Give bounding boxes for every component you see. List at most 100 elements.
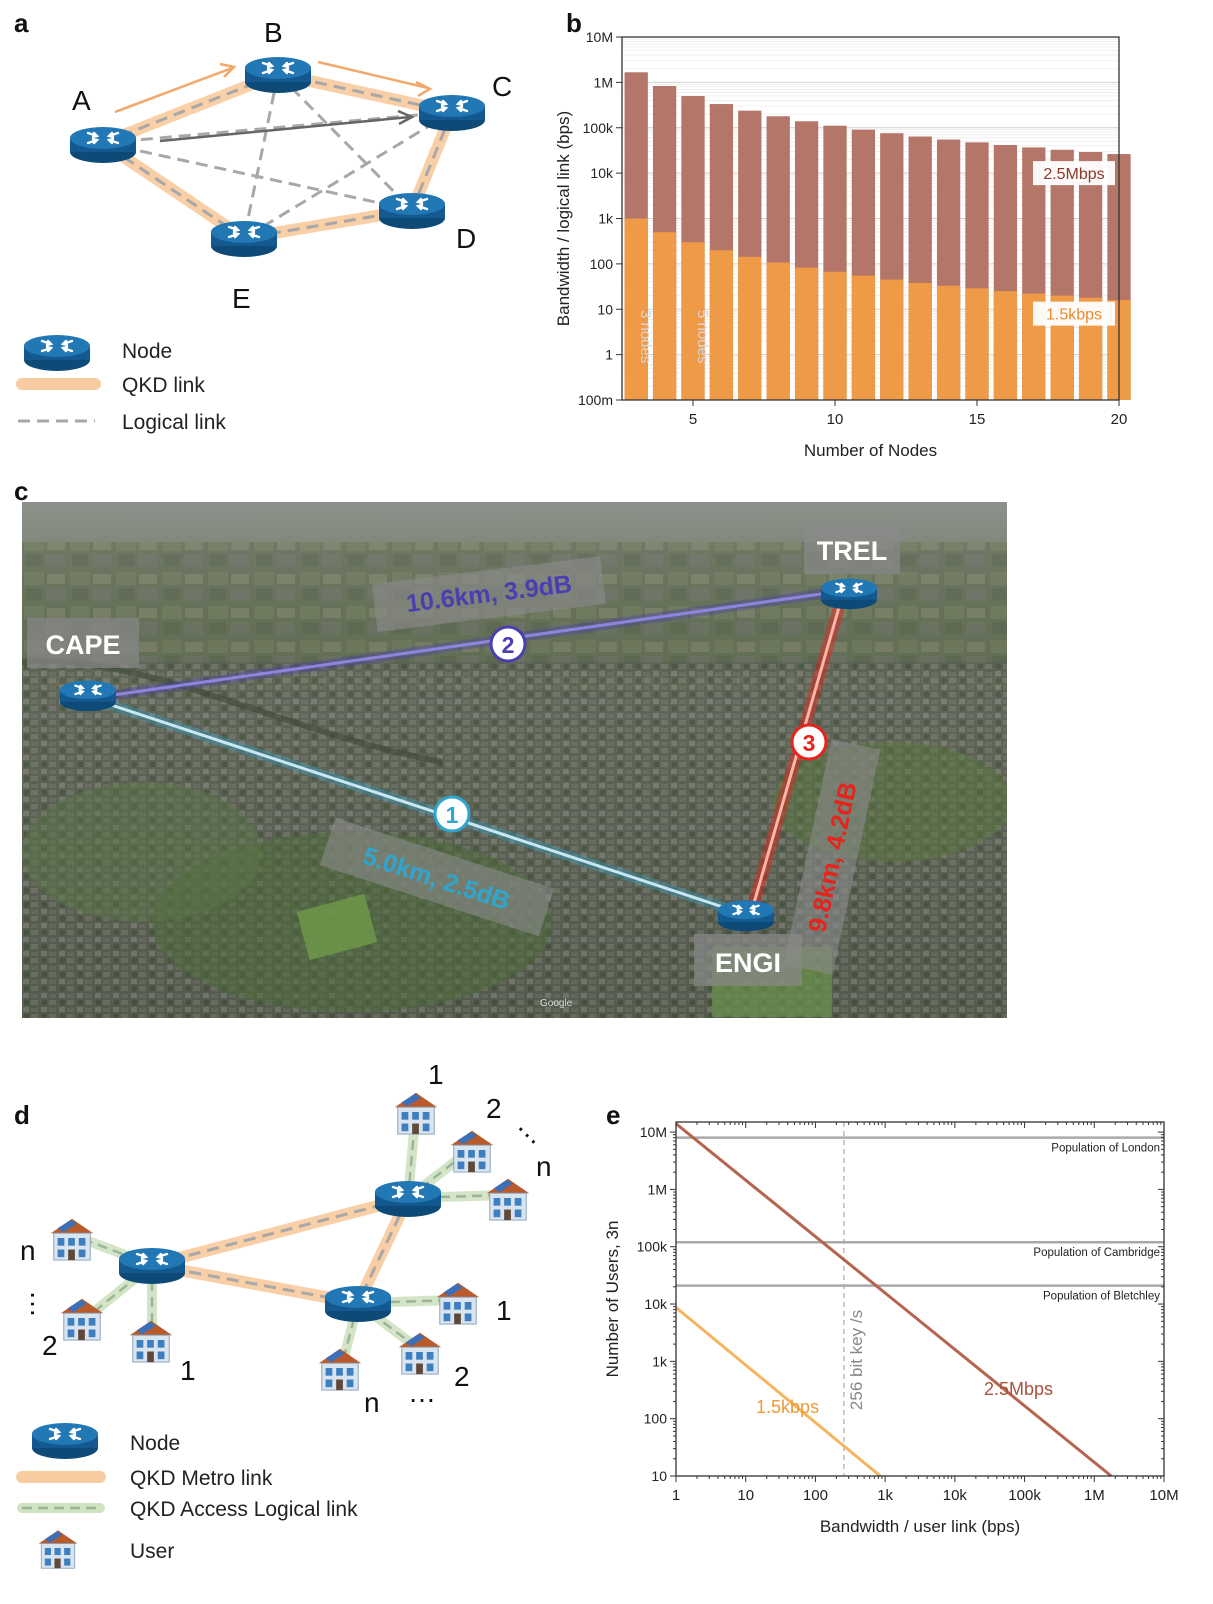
panel-label-d: d bbox=[14, 1100, 30, 1130]
plot-area bbox=[676, 1122, 1164, 1476]
node-label-c: C bbox=[492, 71, 512, 102]
user-label-2: 2 bbox=[42, 1330, 58, 1361]
router-icon-cape bbox=[58, 679, 118, 712]
router-icon bbox=[117, 1246, 187, 1285]
x-tick-label: 20 bbox=[1111, 411, 1128, 428]
user-label-dots: … bbox=[512, 1109, 554, 1151]
node-label-b: B bbox=[264, 17, 283, 48]
user-label-n: n bbox=[364, 1387, 380, 1418]
user-label-dots: … bbox=[408, 1377, 436, 1408]
router-icon-c bbox=[417, 93, 487, 132]
y-tick-label: 100k bbox=[637, 1239, 668, 1255]
bar-1.5kbps bbox=[936, 285, 961, 400]
aerial-map-c: 10.6km, 3.9dB 5.0km, 2.5dB 9.8km, 4.2dB … bbox=[22, 502, 1007, 1018]
y-tick-label: 1 bbox=[605, 347, 613, 363]
user-label-2: 2 bbox=[454, 1361, 470, 1392]
user-house-icon bbox=[50, 1218, 94, 1261]
link-3-badge bbox=[790, 723, 828, 761]
legend-qkd-link-text: QKD link bbox=[122, 374, 205, 397]
plot-frame bbox=[675, 1121, 1165, 1477]
bar-1.5kbps bbox=[681, 242, 705, 400]
user-label-1: 1 bbox=[428, 1059, 444, 1090]
router-icon-a bbox=[68, 125, 138, 164]
y-tick-label: 100m bbox=[578, 392, 613, 408]
router-icon-engi bbox=[716, 899, 776, 932]
legend-user-text: User bbox=[130, 1540, 174, 1563]
bar-annotation: 5 nodes bbox=[694, 310, 711, 363]
series-label-1.5kbps-bg bbox=[1033, 301, 1115, 326]
y-tick-label: 100k bbox=[583, 120, 614, 136]
bar-1.5kbps bbox=[823, 271, 847, 400]
node-label-d: D bbox=[456, 223, 476, 254]
node-label-e: E bbox=[232, 283, 251, 314]
router-icon bbox=[323, 1284, 393, 1323]
x-tick-label: 1 bbox=[672, 1487, 680, 1504]
y-axis-label: Number of Users, 3n bbox=[603, 1221, 622, 1378]
series-line-1.5kbps bbox=[675, 1306, 882, 1478]
user-label-dots: … bbox=[25, 1290, 56, 1318]
series-line-2.5mbps bbox=[675, 1122, 1113, 1478]
x-tick-label: 15 bbox=[969, 411, 986, 428]
population-label: Population of Bletchley bbox=[1043, 1291, 1160, 1303]
series-label-1.5kbps: 1.5kbps bbox=[756, 1397, 819, 1417]
bar-1.5kbps bbox=[965, 288, 989, 400]
x-tick-label: 1k bbox=[877, 1487, 893, 1504]
bar-annotation: 3 nodes bbox=[637, 310, 654, 363]
x-axis-label: Bandwidth / user link (bps) bbox=[820, 1517, 1020, 1536]
network-diagram-a: A B C D E Node QKD link Logical link bbox=[16, 17, 512, 434]
user-house-icon bbox=[318, 1348, 362, 1391]
node-label-engi: ENGI bbox=[715, 948, 781, 978]
bar-1.5kbps bbox=[851, 275, 876, 400]
link-1-number: 1 bbox=[446, 802, 459, 828]
bar-1.5kbps bbox=[766, 262, 790, 400]
user-label-n: n bbox=[536, 1151, 552, 1182]
bar-1.5kbps bbox=[993, 291, 1018, 400]
router-icon-b bbox=[243, 55, 313, 94]
y-tick-label: 100 bbox=[644, 1411, 668, 1427]
bar-1.5kbps bbox=[709, 250, 734, 400]
legend-router-icon bbox=[22, 333, 92, 372]
chart-e: Population of London Population of Cambri… bbox=[603, 1121, 1179, 1536]
legend-node-text: Node bbox=[122, 340, 172, 363]
router-icon bbox=[373, 1179, 443, 1218]
user-house-icon bbox=[129, 1320, 173, 1363]
network-diagram-d: n … 2 1 1 2 … n 1 2 … n Node QKD Metro l… bbox=[16, 1059, 554, 1569]
legend-node-text: Node bbox=[130, 1432, 180, 1455]
series-label-1.5kbps: 1.5kbps bbox=[1046, 307, 1102, 324]
user-label-2: 2 bbox=[486, 1093, 502, 1124]
google-watermark: Google bbox=[540, 998, 573, 1009]
user-house-icon bbox=[394, 1092, 438, 1135]
panel-label-a: a bbox=[14, 8, 29, 38]
x-tick-label: 100k bbox=[1008, 1487, 1041, 1504]
x-axis-label: Number of Nodes bbox=[804, 441, 937, 460]
link-2-number: 2 bbox=[502, 632, 515, 658]
router-icon-trel bbox=[819, 577, 879, 610]
y-tick-label: 10k bbox=[644, 1296, 668, 1312]
y-tick-label: 1M bbox=[648, 1181, 667, 1197]
user-house-icon bbox=[450, 1130, 494, 1173]
series-label-2.5mbps: 2.5Mbps bbox=[1043, 166, 1104, 183]
y-axis-label: Bandwidth / logical link (bps) bbox=[554, 111, 573, 326]
node-label-cape: CAPE bbox=[45, 630, 120, 660]
bar-1.5kbps bbox=[738, 256, 762, 400]
link-3-number: 3 bbox=[803, 730, 816, 756]
chart-b: 3 nodes 5 nodes 2.5Mbps 1.5kbps 100m 1 10 100 1k… bbox=[554, 29, 1131, 460]
x-tick-label: 10 bbox=[737, 1487, 754, 1504]
x-tick-label: 10M bbox=[1149, 1487, 1178, 1504]
y-tick-label: 10 bbox=[597, 301, 613, 317]
legend-metro-text: QKD Metro link bbox=[130, 1467, 273, 1490]
bar-1.5kbps bbox=[794, 267, 819, 400]
x-tick-label: 10k bbox=[943, 1487, 968, 1504]
x-tick-label: 5 bbox=[689, 411, 697, 428]
panel-label-e: e bbox=[606, 1100, 621, 1130]
y-tick-label: 10M bbox=[586, 29, 613, 45]
population-label: Population of Cambridge bbox=[1033, 1247, 1160, 1259]
population-label: Population of London bbox=[1051, 1143, 1160, 1155]
user-label-n: n bbox=[20, 1235, 36, 1266]
y-tick-label: 10M bbox=[640, 1124, 667, 1140]
legend-logical-link-text: Logical link bbox=[122, 411, 226, 434]
legend-user-house-icon bbox=[38, 1529, 78, 1569]
panel-label-b: b bbox=[566, 8, 582, 38]
user-house-icon bbox=[436, 1282, 480, 1325]
bar-1.5kbps bbox=[880, 279, 904, 400]
